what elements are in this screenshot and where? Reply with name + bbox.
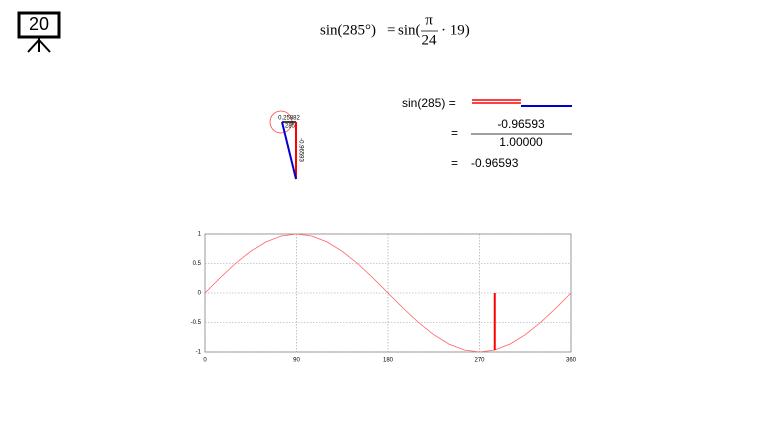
slide-number: 20 [29,14,49,34]
formula-lhs: sin(285°) [320,22,376,38]
formula-rhs-close: · 19) [441,22,470,38]
cos-label: 0.25882 [278,116,300,122]
formula: sin(285°) = sin( π 24 · 19) [320,12,470,48]
equation-result: -0.96593 [471,156,519,170]
y-tick-label: 1 [198,232,202,238]
y-tick-label: -1 [196,350,202,356]
sine-curve [204,233,572,353]
unit-diagram: 0.25882 285 -0.96593 [269,110,303,180]
angle-label: 285 [285,124,296,130]
equation: sin(285) = = -0.96593 1.00000 = -0.96593 [402,96,572,170]
x-tick-label: 270 [474,358,485,364]
x-tick-label: 360 [566,358,577,364]
formula-rhs-open: sin( [398,22,421,38]
formula-denominator: 24 [422,32,438,48]
equation-denominator: 1.00000 [499,135,543,149]
chart: -1 -0.5 0 0.5 1 0 90 180 270 360 [191,232,577,364]
equation-lhs: sin(285) = [402,96,456,110]
y-tick-label: 0.5 [193,261,202,267]
formula-numerator: π [425,12,433,28]
y-tick-label: 0 [198,291,202,297]
equation-numerator: -0.96593 [497,117,545,131]
formula-eq: = [387,22,395,38]
x-tick-label: 0 [203,358,207,364]
equation-eq: = [451,156,458,170]
y-tick-label: -0.5 [191,320,202,326]
x-tick-label: 180 [383,358,394,364]
equation-eq: = [451,126,458,140]
sin-label: -0.96593 [297,138,303,162]
slide-icon: 20 [17,11,61,53]
x-tick-label: 90 [293,358,300,364]
